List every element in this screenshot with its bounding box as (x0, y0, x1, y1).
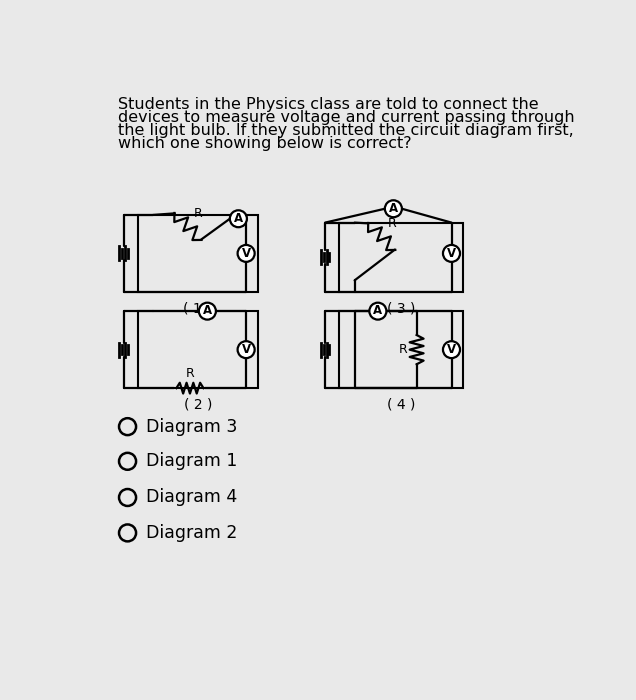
Text: Diagram 2: Diagram 2 (146, 524, 237, 542)
Text: Diagram 1: Diagram 1 (146, 452, 237, 470)
Text: ( 1 ): ( 1 ) (183, 301, 212, 315)
Text: V: V (242, 246, 251, 260)
Circle shape (443, 341, 460, 358)
Text: V: V (447, 343, 456, 356)
Text: ( 3 ): ( 3 ) (387, 301, 415, 315)
Text: R: R (186, 368, 195, 381)
Text: A: A (389, 202, 398, 215)
Circle shape (238, 341, 254, 358)
Circle shape (385, 200, 402, 217)
Text: which one showing below is correct?: which one showing below is correct? (118, 136, 412, 151)
Text: Diagram 4: Diagram 4 (146, 489, 237, 507)
Text: the light bulb. If they submitted the circuit diagram first,: the light bulb. If they submitted the ci… (118, 123, 574, 139)
Circle shape (443, 245, 460, 262)
Text: devices to measure voltage and current passing through: devices to measure voltage and current p… (118, 110, 575, 125)
Circle shape (199, 302, 216, 320)
Text: V: V (242, 343, 251, 356)
Text: R: R (388, 217, 397, 230)
Text: Students in the Physics class are told to connect the: Students in the Physics class are told t… (118, 97, 539, 112)
Text: R: R (194, 207, 203, 220)
Text: A: A (234, 212, 243, 225)
Bar (137, 215, 258, 292)
Text: V: V (447, 246, 456, 260)
Circle shape (238, 245, 254, 262)
Text: Diagram 3: Diagram 3 (146, 418, 237, 435)
Bar (339, 223, 463, 292)
Bar (137, 311, 258, 388)
Circle shape (370, 302, 387, 320)
Bar (339, 311, 463, 388)
Text: A: A (203, 304, 212, 317)
Text: R: R (399, 343, 407, 356)
Text: ( 4 ): ( 4 ) (387, 398, 415, 412)
Circle shape (230, 210, 247, 228)
Text: ( 2 ): ( 2 ) (184, 398, 212, 412)
Text: A: A (373, 304, 382, 317)
